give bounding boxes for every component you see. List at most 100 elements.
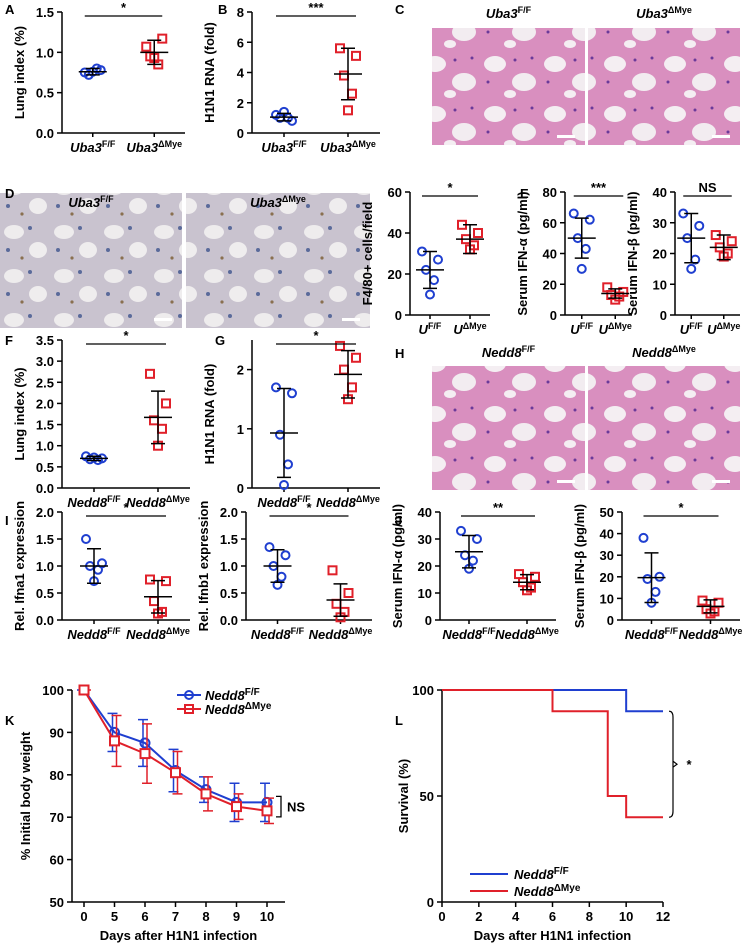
y-tick-label: 10	[653, 277, 667, 292]
label: Uba3F/F	[261, 139, 307, 155]
y-tick-label: 30	[600, 548, 614, 563]
label-superscript: ΔMye	[535, 626, 559, 636]
label: Nedd8F/F	[251, 626, 305, 642]
label-superscript: ΔMye	[245, 701, 272, 712]
label-superscript: ΔMye	[672, 344, 696, 354]
y-tick-label: 0	[237, 126, 244, 141]
label-superscript: ΔMye	[158, 139, 182, 149]
panel-letter: B	[218, 2, 227, 17]
label: Uba3F/F	[68, 194, 114, 210]
y-tick-label: 0.5	[36, 460, 54, 475]
data-point	[276, 571, 287, 582]
data-point	[343, 105, 353, 116]
label: Nedd8ΔMye	[514, 883, 581, 899]
sd-bar	[462, 534, 476, 569]
panel-letter: K	[5, 713, 15, 728]
data-point	[530, 571, 540, 582]
panel-letter: G	[215, 333, 225, 348]
y-tick-label: 0.0	[220, 613, 238, 628]
label-text: Uba3	[126, 140, 159, 155]
y-tick-label: 0.0	[36, 126, 54, 141]
data-point	[347, 88, 357, 99]
label: Nedd8ΔMye	[126, 626, 190, 642]
y-tick-label: 30	[653, 216, 667, 231]
micrograph	[432, 28, 585, 145]
label: Uba3ΔMye	[126, 139, 182, 155]
sd-bar	[87, 547, 101, 585]
y-tick-label: 100	[412, 683, 434, 698]
micrograph	[588, 366, 740, 490]
label-superscript: F/F	[107, 494, 121, 504]
x-tick-label: 0	[80, 909, 87, 924]
panel-letter: A	[5, 2, 15, 17]
sd-bar	[341, 47, 355, 101]
data-point	[642, 573, 653, 584]
data-point	[425, 289, 435, 300]
label-text: U	[680, 322, 690, 337]
label-text: Nedd8	[495, 627, 536, 642]
y-tick-label: 60	[388, 185, 402, 200]
panel-letter: I	[5, 513, 9, 528]
micrograph	[588, 28, 740, 145]
x-tick-label: 9	[233, 909, 240, 924]
sd-bar	[644, 552, 659, 604]
significance: ***	[591, 180, 607, 195]
label-text: Nedd8	[514, 867, 555, 882]
label: Uba3ΔMye	[250, 194, 306, 210]
label: Uba3ΔMye	[320, 139, 376, 155]
data-point	[283, 459, 293, 470]
label-text: U	[707, 322, 717, 337]
y-tick-label: 0.5	[220, 586, 238, 601]
data-point	[694, 220, 705, 231]
label-text: Nedd8	[482, 345, 523, 360]
significance: *	[123, 500, 129, 515]
label-text: Nedd8	[126, 495, 167, 510]
label-text: Uba3	[68, 195, 101, 210]
label-text: Uba3	[320, 140, 353, 155]
x-axis-label: Days after H1N1 infection	[474, 928, 632, 943]
y-axis-label: H1N1 RNA (fold)	[202, 364, 217, 465]
data-point	[472, 534, 482, 544]
label-text: Nedd8	[205, 688, 246, 703]
y-tick-label: 2	[237, 96, 244, 111]
data-point	[78, 684, 90, 696]
sd-bar	[151, 390, 165, 445]
label-superscript: F/F	[554, 866, 569, 877]
label: UΔMye	[453, 321, 486, 337]
label: Nedd8F/F	[67, 494, 121, 510]
y-tick-label: 3.5	[36, 333, 54, 348]
label-text: Nedd8	[514, 884, 555, 899]
label-superscript: ΔMye	[718, 626, 742, 636]
x-tick-label: 12	[656, 909, 670, 924]
panel-letter: L	[395, 713, 403, 728]
label-superscript: F/F	[291, 626, 305, 636]
label: UF/F	[419, 321, 442, 337]
sd-bar	[277, 387, 291, 479]
y-tick-label: 1.5	[36, 418, 54, 433]
sd-bar	[684, 212, 699, 264]
y-tick-label: 3.0	[36, 354, 54, 369]
label-superscript: ΔMye	[166, 494, 190, 504]
y-tick-label: 2.5	[36, 375, 54, 390]
y-tick-label: 0.5	[36, 586, 54, 601]
data-point	[271, 382, 281, 393]
sd-bar	[333, 583, 348, 617]
y-axis-label: Rel. Ifnb1 expression	[196, 501, 211, 632]
data-point	[145, 368, 155, 379]
label-superscript: F/F	[245, 687, 260, 698]
label-superscript: ΔMye	[282, 194, 306, 204]
data-point	[264, 542, 275, 553]
data-point	[280, 550, 291, 561]
label: Nedd8ΔMye	[126, 494, 190, 510]
y-tick-label: 0	[237, 481, 244, 496]
label-superscript: F/F	[102, 139, 116, 149]
x-tick-label: 6	[141, 909, 148, 924]
label-superscript: ΔMye	[716, 321, 740, 331]
label-text: Nedd8	[679, 627, 720, 642]
label-superscript: ΔMye	[166, 626, 190, 636]
label-superscript: ΔMye	[463, 321, 487, 331]
data-point	[261, 805, 273, 817]
label: Uba3ΔMye	[636, 5, 692, 21]
label: Nedd8F/F	[442, 626, 496, 642]
y-axis-label: H1N1 RNA (fold)	[202, 22, 217, 123]
